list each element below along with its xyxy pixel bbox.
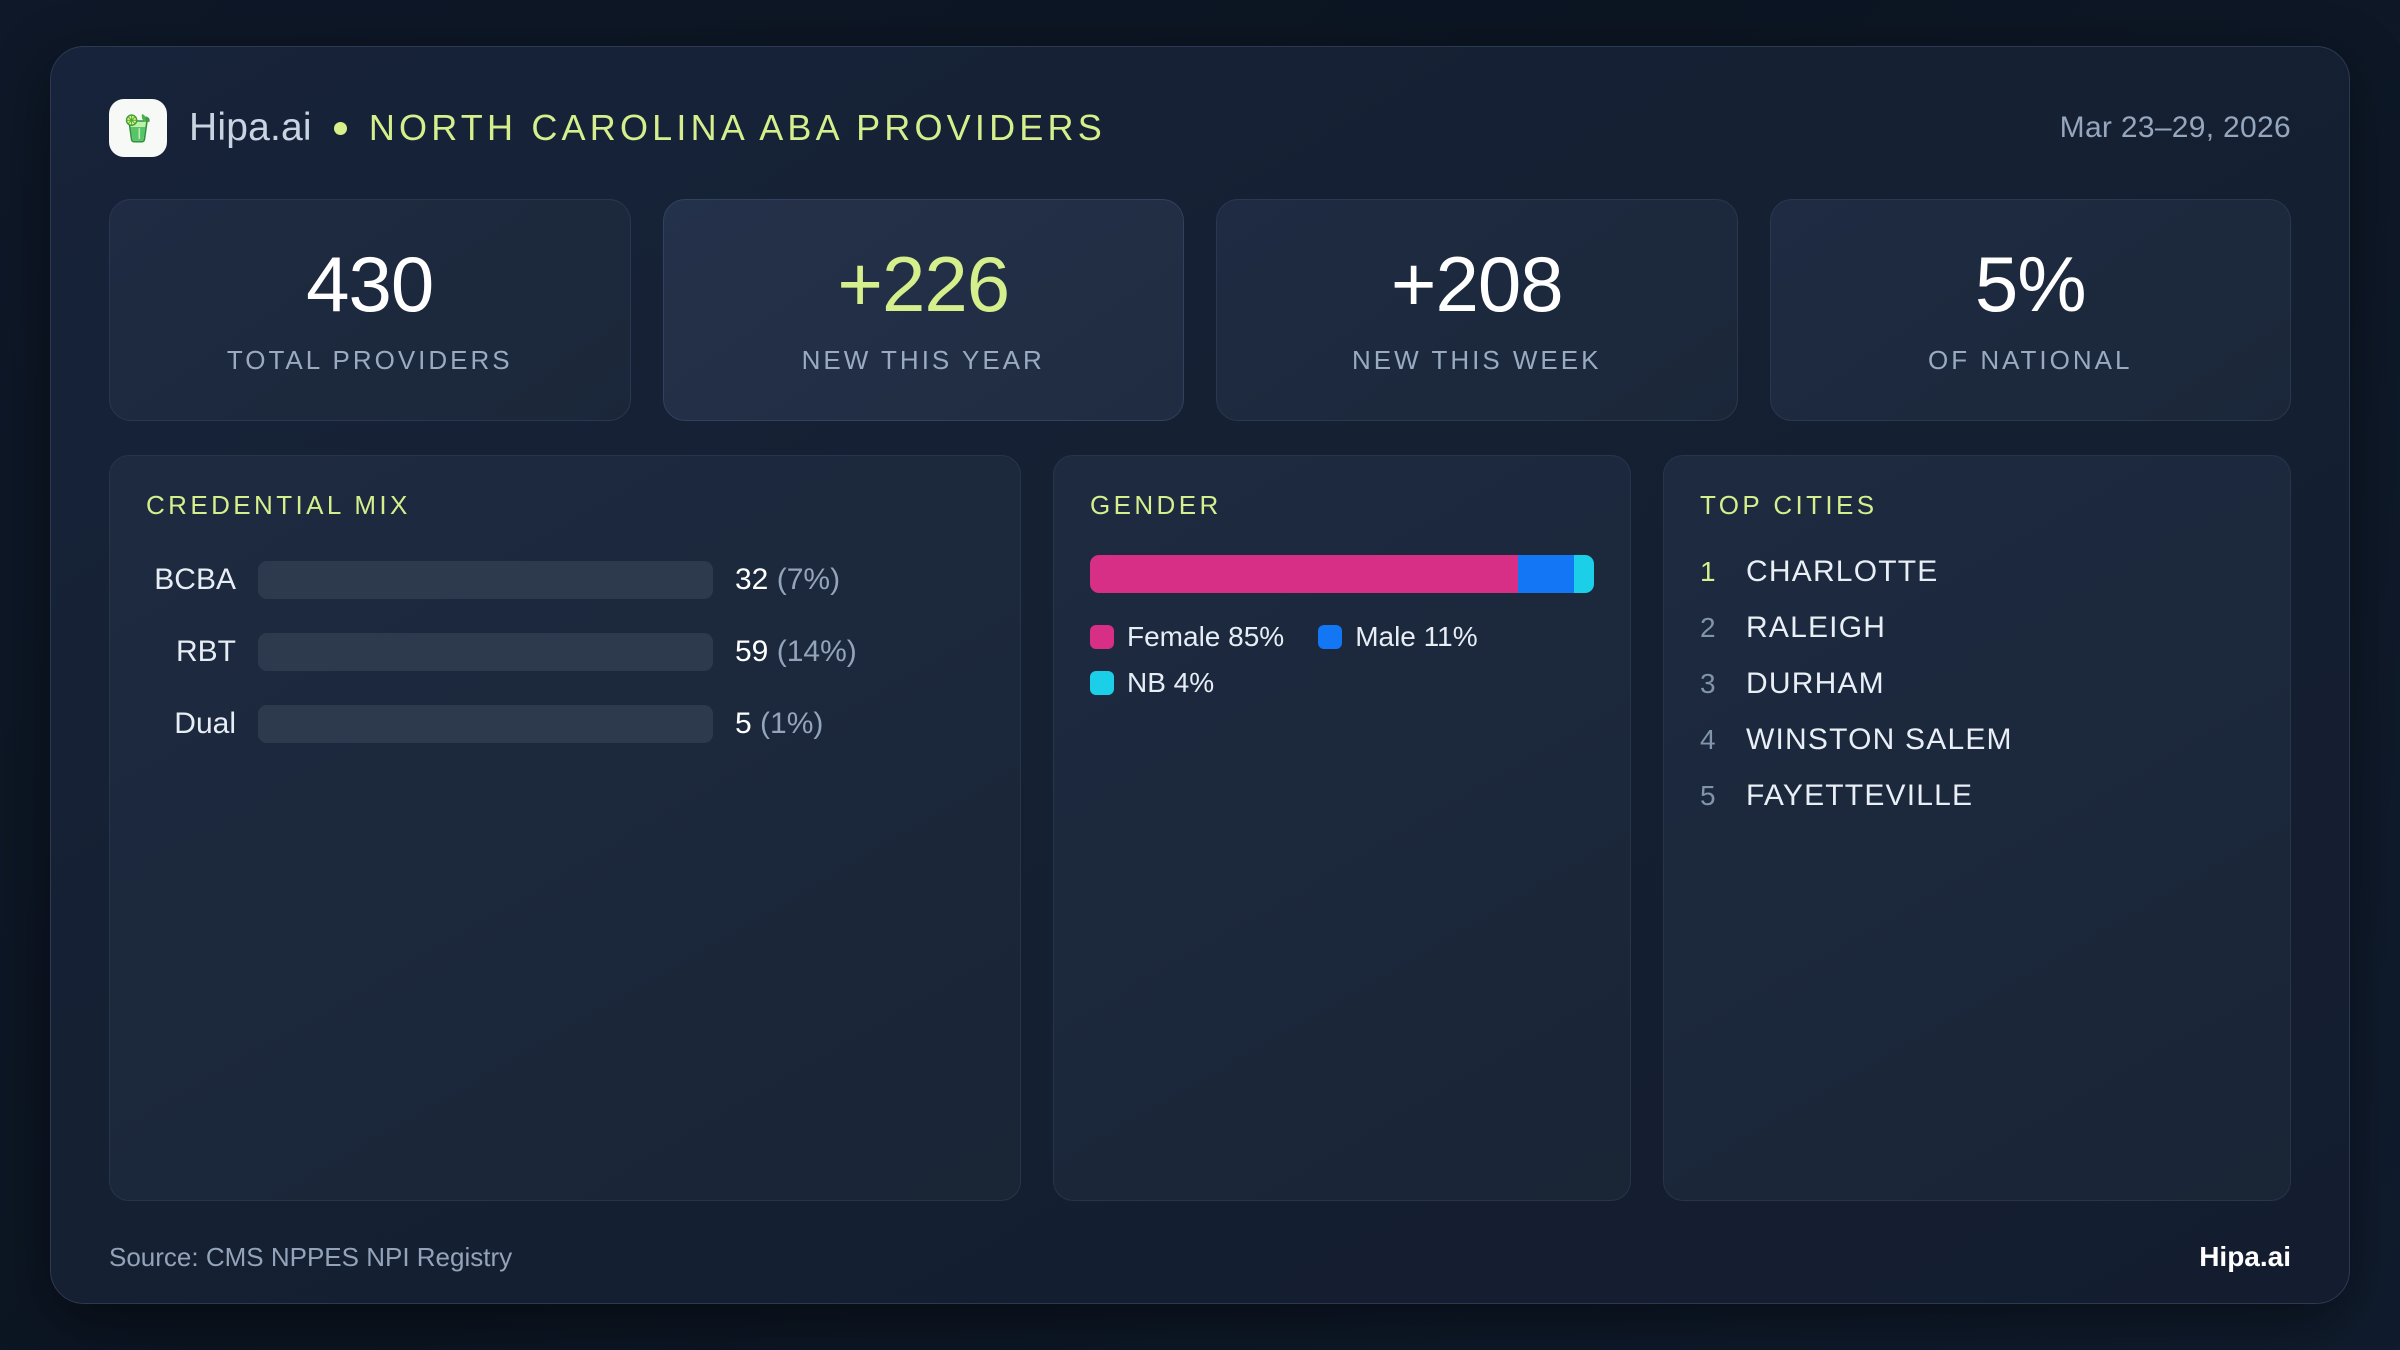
bar-track: [258, 633, 713, 671]
legend-swatch-icon: [1318, 625, 1343, 649]
panel-title: GENDER: [1090, 490, 1222, 520]
source-note: Source: CMS NPPES NPI Registry: [109, 1241, 513, 1272]
gender-stacked-bar: [1090, 555, 1594, 593]
legend-swatch-icon: [1090, 625, 1114, 649]
kpi-value: +208: [1390, 239, 1564, 328]
gender-legend: Female 85% Male 11% NB 4%: [1090, 621, 1594, 699]
bar-meta: 5 (1%): [713, 707, 823, 741]
bar-label: RBT: [176, 635, 236, 668]
kpi-label: TOTAL PROVIDERS: [226, 344, 513, 375]
legend-item-nb: NB 4%: [1090, 667, 1214, 699]
legend-swatch-icon: [1090, 671, 1114, 695]
gender-segment-female: [1090, 555, 1519, 593]
city-rank: 5: [1700, 780, 1716, 811]
legend-label: Male 11%: [1355, 621, 1478, 652]
panel-credential-mix: CREDENTIAL MIX BCBA 32 (7%) RBT: [109, 455, 1021, 1201]
bar-count: 32: [735, 563, 769, 596]
list-item: 2 RALEIGH: [1700, 611, 2254, 645]
kpi-card-total-providers: 430 TOTAL PROVIDERS: [109, 199, 631, 421]
brand-name: Hipa.ai: [189, 106, 312, 149]
city-rank: 1: [1700, 556, 1716, 587]
list-item: 4 WINSTON SALEM: [1700, 723, 2254, 757]
bar-percent: (1%): [760, 707, 824, 740]
bar-count: 59: [735, 635, 769, 668]
list-item: 1 CHARLOTTE: [1700, 555, 2254, 589]
city-name: WINSTON SALEM: [1746, 723, 2013, 756]
kpi-card-of-national: 5% OF NATIONAL: [1769, 199, 2291, 421]
bar-label: BCBA: [154, 563, 236, 596]
city-rank: 2: [1700, 612, 1716, 643]
bar-percent: (7%): [776, 563, 841, 596]
bar-track: [258, 705, 713, 743]
panel-title: TOP CITIES: [1700, 490, 1878, 520]
city-rank: 3: [1700, 668, 1716, 699]
gender-segment-nb: [1573, 555, 1594, 593]
kpi-row: 430 TOTAL PROVIDERS +226 NEW THIS YEAR +…: [109, 199, 2291, 421]
dashboard-card: Hipa.ai NORTH CAROLINA ABA PROVIDERS Mar…: [50, 46, 2350, 1304]
credential-row-rbt: RBT 59 (14%): [146, 627, 984, 677]
gender-segment-male: [1518, 555, 1574, 593]
brand-group: Hipa.ai NORTH CAROLINA ABA PROVIDERS: [109, 99, 1106, 157]
list-item: 5 FAYETTEVILLE: [1700, 779, 2254, 813]
dashboard-footer: Source: CMS NPPES NPI Registry Hipa.ai: [109, 1211, 2291, 1303]
legend-label: Female 85%: [1127, 621, 1285, 652]
city-rank: 4: [1700, 724, 1716, 755]
city-name: DURHAM: [1746, 667, 1885, 700]
panel-top-cities: TOP CITIES 1 CHARLOTTE 2 RALEIGH 3 DURHA…: [1663, 455, 2291, 1201]
city-name: RALEIGH: [1746, 611, 1887, 644]
dashboard-header: Hipa.ai NORTH CAROLINA ABA PROVIDERS Mar…: [109, 93, 2291, 163]
date-range: Mar 23–29, 2026: [2059, 111, 2291, 144]
credential-row-bcba: BCBA 32 (7%): [146, 555, 984, 605]
bar-label: Dual: [174, 707, 236, 740]
credential-row-dual: Dual 5 (1%): [146, 699, 984, 749]
kpi-value: 5%: [1974, 239, 2087, 328]
panel-gender: GENDER Female 85% Male 11%: [1053, 455, 1631, 1201]
panel-title: CREDENTIAL MIX: [146, 490, 411, 520]
kpi-card-new-this-year: +226 NEW THIS YEAR: [662, 199, 1184, 421]
bar-track: [258, 561, 713, 599]
bar-percent: (14%): [776, 635, 857, 668]
kpi-label: NEW THIS YEAR: [801, 344, 1045, 375]
footer-wordmark: Hipa.ai: [2199, 1241, 2291, 1272]
legend-label: NB 4%: [1127, 667, 1215, 698]
kpi-value: 430: [306, 239, 434, 328]
legend-item-male: Male 11%: [1318, 621, 1478, 653]
mojito-glass-icon: [109, 99, 167, 157]
bar-count: 5: [735, 707, 752, 740]
city-name: CHARLOTTE: [1746, 555, 1939, 588]
panel-row: CREDENTIAL MIX BCBA 32 (7%) RBT: [109, 455, 2291, 1211]
kpi-label: NEW THIS WEEK: [1352, 344, 1602, 375]
list-item: 3 DURHAM: [1700, 667, 2254, 701]
kpi-card-new-this-week: +208 NEW THIS WEEK: [1216, 199, 1738, 421]
kpi-value: +226: [837, 239, 1010, 328]
city-name: FAYETTEVILLE: [1746, 779, 1974, 812]
kpi-label: OF NATIONAL: [1928, 344, 2133, 375]
legend-item-female: Female 85%: [1090, 621, 1284, 653]
bar-meta: 32 (7%): [713, 563, 840, 597]
bullet-dot-icon: [333, 121, 347, 135]
bar-meta: 59 (14%): [713, 635, 857, 669]
page-title: NORTH CAROLINA ABA PROVIDERS: [368, 107, 1106, 148]
